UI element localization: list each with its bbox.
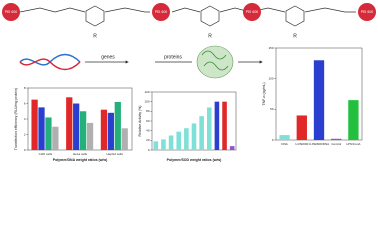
x-tick-label: DNA [281,142,287,146]
x-tick-label: Control [331,142,341,146]
chain [19,7,86,13]
pei-label: PEI 600 [361,10,374,14]
chain [171,7,201,13]
bar [161,139,166,150]
y-tick-label: 0 [148,148,150,152]
substituent: R [93,33,97,39]
bar [80,111,87,150]
bar [191,123,197,150]
dna-strand [19,53,81,66]
bar [168,135,174,150]
y-tick-label: 6 [24,101,26,105]
polymer-structure: PEI 600 PEI 600 R R R [2,3,376,39]
ring [85,5,105,27]
arrow-label: proteins [164,54,182,60]
bar [206,107,212,150]
bar [229,146,235,150]
pei-bead [358,3,376,21]
protein-fold [201,50,229,71]
pei-label: PEI 600 [5,10,18,14]
bar [45,117,52,150]
substituent: R [208,33,212,39]
bar [222,101,227,150]
x-tick-label: LPS/ConA [346,142,360,146]
bar [176,131,182,150]
pei-label: PEI 600 [155,10,168,14]
y-axis-label: Transfection efficiency (RLU/mg protein) [14,88,18,150]
y-tick-label: 60 [146,119,150,123]
y-axis-label: TNF-α (pg/mL) [262,82,266,105]
protein [196,45,234,79]
y-tick-label: 40 [146,128,150,132]
bar [279,135,290,140]
y-axis-label: Relative Activity (%) [138,106,142,137]
y-tick-label: 120 [144,90,149,94]
ring [200,5,220,27]
bar [38,107,45,150]
bar [348,100,359,140]
protein-icon [196,45,234,79]
y-tick-label: 8 [24,86,26,90]
y-tick-label: 0 [24,148,26,152]
pei-bead [152,3,170,21]
x-tick-label: U-PEI600/DNA [309,142,329,146]
bar [100,109,108,150]
bar [66,97,73,150]
pei-bead [2,3,20,21]
bar [86,122,94,150]
x-axis-label: Polymer/SOD weight ratios (w/w) [167,158,222,162]
pei-label: PEI 600 [246,10,259,14]
dna-strand [19,58,81,71]
bar [153,141,159,150]
bar [31,99,38,150]
bar [296,115,307,140]
y-tick-label: 20 [146,138,150,142]
y-tick-label: 0 [272,138,274,142]
chain [104,7,150,13]
bar [73,103,80,150]
x-tick-label: HeLa cells [73,152,88,156]
y-tick-label: 80 [146,109,150,113]
y-tick-label: 100 [268,76,273,80]
chain [304,7,356,13]
y-tick-label: 4 [24,117,26,121]
bar [313,60,325,141]
y-tick-label: 100 [144,99,149,103]
bar [184,128,189,150]
bar [121,128,128,150]
x-tick-label: HepG2 cells [106,152,123,156]
y-tick-label: 2 [24,132,26,136]
graphical-abstract: PEI 600 PEI 600 R R R PEI 600 PEI 600 ge… [2,3,376,162]
dna-icon [19,53,81,71]
x-axis-label: Polymer/DNA weight ratios (w/w) [53,158,108,162]
bar [331,138,342,140]
pei-bead [243,3,261,21]
y-tick-label: 150 [268,46,273,50]
ring [285,5,305,27]
arrow-label: genes [101,54,115,60]
bar [114,101,121,150]
bar [214,101,220,150]
x-tick-label: U-PEI600 [295,142,308,146]
bar [199,116,204,150]
y-tick-label: 50 [270,107,274,111]
substituent: R [293,33,297,39]
bar [52,126,59,150]
x-tick-label: CHO cells [39,152,53,156]
bar [107,112,114,150]
